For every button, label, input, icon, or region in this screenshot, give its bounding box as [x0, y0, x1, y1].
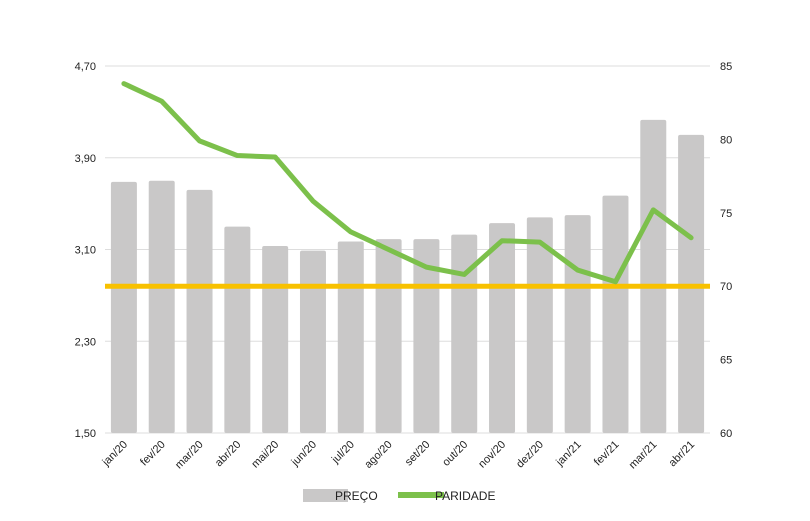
x-tick-label: ago/20: [362, 439, 394, 471]
x-tick-label: jun/20: [289, 439, 319, 469]
right-tick-label: 65: [720, 355, 732, 367]
legend-swatch-preco: [303, 489, 348, 502]
left-tick-label: 4,70: [75, 61, 96, 73]
right-tick-label: 60: [720, 428, 732, 440]
x-tick-label: jul/20: [329, 439, 357, 467]
x-tick-label: out/20: [440, 439, 470, 469]
bar-mar-20: [186, 189, 213, 433]
paridade-line-group: [121, 81, 694, 285]
bar-jan-20: [110, 181, 137, 433]
bars: [110, 119, 705, 433]
left-tick-label: 3,10: [75, 245, 96, 257]
x-tick-label: set/20: [403, 439, 433, 469]
left-tick-label: 1,50: [75, 428, 96, 440]
x-tick-label: mai/20: [249, 439, 281, 471]
bar-jun-20: [299, 250, 326, 433]
x-tick-label: jan/21: [553, 439, 583, 469]
bar-mai-20: [262, 246, 289, 433]
legend-label-preco: PREÇO: [335, 489, 378, 503]
bar-jan-21: [564, 215, 591, 433]
legend-swatch-paridade: [398, 492, 444, 498]
x-tick-label: mar/20: [173, 439, 206, 472]
legend: PREÇO PARIDADE: [303, 489, 495, 503]
x-tick-label: nov/20: [476, 439, 508, 471]
right-tick-label: 80: [720, 134, 732, 146]
bar-nov-20: [489, 223, 516, 433]
x-tick-label: jan/20: [100, 439, 130, 469]
left-tick-label: 3,90: [75, 153, 96, 165]
bar-fev-21: [602, 195, 629, 433]
bar-abr-20: [224, 226, 251, 433]
x-tick-label: fev/21: [592, 439, 622, 469]
x-tick-label: abr/20: [213, 439, 244, 470]
bar-jul-20: [337, 241, 364, 433]
bar-mar-21: [640, 119, 667, 433]
x-tick-label: abr/21: [667, 439, 698, 470]
x-tick-label: dez/20: [514, 439, 546, 471]
bar-dez-20: [526, 217, 553, 433]
right-tick-label: 85: [720, 61, 732, 73]
left-axis: 1,50 2,30 3,10 3,90 4,70: [75, 61, 96, 440]
paridade-line: [121, 81, 694, 285]
right-tick-label: 75: [720, 208, 732, 220]
right-tick-label: 70: [720, 281, 732, 293]
x-axis: jan/20 fev/20 mar/20 abr/20 mai/20 jun/20 jul/…: [100, 439, 698, 472]
bar-fev-20: [148, 180, 175, 433]
x-tick-label: fev/20: [138, 439, 168, 469]
bar-ago-20: [375, 239, 402, 433]
right-axis: 60 65 70 75 80 85: [720, 61, 732, 440]
legend-label-paridade: PARIDADE: [435, 489, 495, 503]
left-tick-label: 2,30: [75, 336, 96, 348]
x-tick-label: mar/21: [627, 439, 660, 472]
